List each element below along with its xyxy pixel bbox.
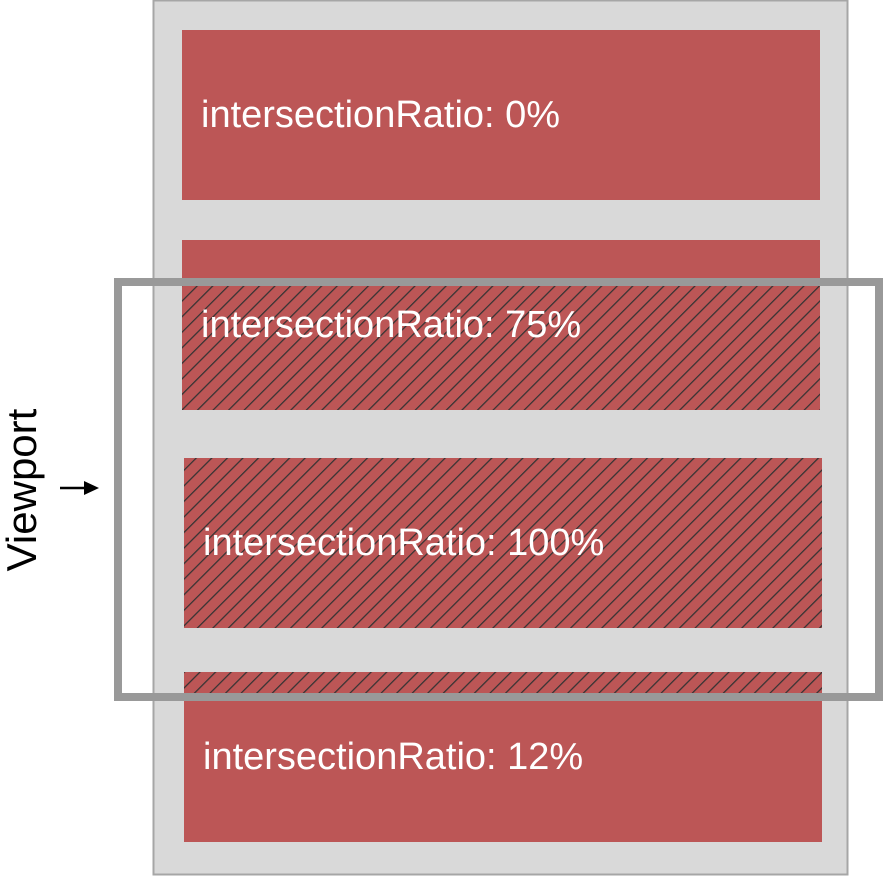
intersection-hatch: [184, 672, 822, 696]
arrow-right-icon: [60, 481, 99, 495]
box-label: intersectionRatio: 100%: [203, 522, 604, 564]
intersection-hatch: [182, 283, 820, 410]
box-label: intersectionRatio: 12%: [203, 736, 583, 778]
intersection-hatch: [184, 458, 822, 628]
target-box: intersectionRatio: 0%: [182, 30, 820, 200]
target-box: intersectionRatio: 75%: [182, 240, 820, 410]
viewport-frame: [114, 278, 883, 701]
box-label: intersectionRatio: 0%: [201, 94, 560, 136]
viewport-label: Viewport: [0, 408, 45, 571]
target-box: intersectionRatio: 100%: [184, 458, 822, 628]
box-fill: [182, 30, 820, 200]
box-label: intersectionRatio: 75%: [201, 304, 581, 346]
